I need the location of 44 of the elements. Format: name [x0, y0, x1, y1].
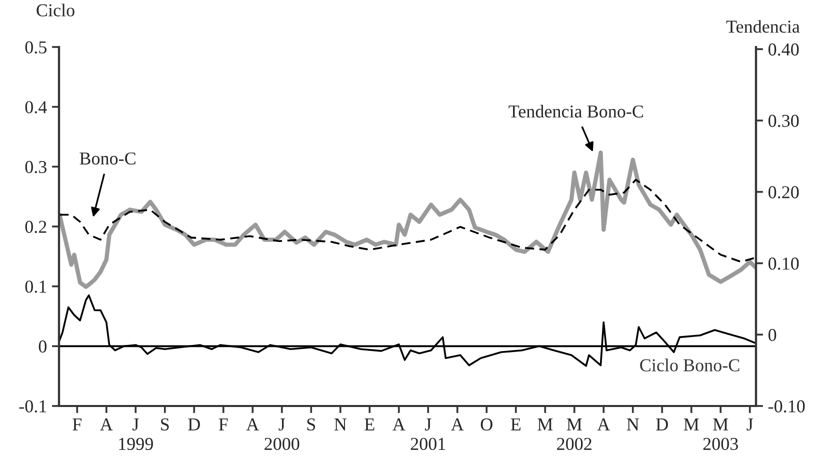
x-tick-label: M [538, 418, 553, 430]
x-tick-label: D [188, 418, 200, 430]
line-series [59, 150, 756, 289]
y-tick-label: -0.1 [19, 400, 46, 413]
x-tick-label: J [746, 418, 753, 431]
y2-tick-label: 0 [768, 328, 776, 342]
y-tick-label: 0 [38, 340, 47, 353]
annotation: Ciclo Bono-C [640, 358, 740, 372]
x-tick-label: S [161, 418, 169, 431]
x-tick-label: N [334, 418, 346, 430]
x-tick-label: F [72, 418, 82, 430]
x-tick-label: J 2000 [264, 418, 300, 450]
y-tick-label: 0.4 [25, 101, 47, 114]
x-tick-label: E [510, 418, 520, 430]
y-tick-label: 0.1 [25, 280, 46, 293]
x-tick-label: J 1999 [119, 418, 153, 450]
x-tick-label: N [626, 418, 639, 430]
x-tick-label: A [246, 418, 260, 430]
y-tick-label: 0.2 [25, 220, 46, 234]
x-tick-label: A [392, 418, 406, 430]
x-tick-label: M [684, 418, 699, 430]
x-tick-label: M 2002 [557, 418, 592, 450]
x-tick-label: D [656, 418, 668, 430]
x-tick-label: J 2001 [410, 418, 446, 450]
y2-tick-label: 0.20 [768, 186, 799, 198]
y2-tick-label: 0.40 [768, 43, 799, 56]
annotation: Tendencia Bono-C [508, 104, 643, 118]
y-tick-label: 0.5 [25, 41, 46, 54]
x-tick-label: A [451, 418, 464, 430]
x-tick-label: A [100, 418, 113, 430]
y2-tick-label: -0.10 [768, 400, 805, 413]
x-tick-label: F [218, 418, 228, 430]
y-axis-title: Ciclo [36, 4, 74, 16]
x-tick-label: E [364, 418, 374, 430]
line-series [59, 178, 756, 263]
x-tick-label: M 2003 [703, 418, 738, 450]
y2-axis-title: Tendencia [726, 20, 800, 33]
x-tick-label: O [480, 418, 492, 431]
x-tick-label: A [597, 418, 610, 430]
x-tick-label: S [307, 418, 316, 431]
y2-tick-label: 0.10 [768, 258, 799, 270]
y2-tick-label: 0.30 [768, 114, 799, 128]
y-tick-label: 0.3 [25, 160, 46, 174]
annotation: Bono-C [80, 152, 136, 165]
